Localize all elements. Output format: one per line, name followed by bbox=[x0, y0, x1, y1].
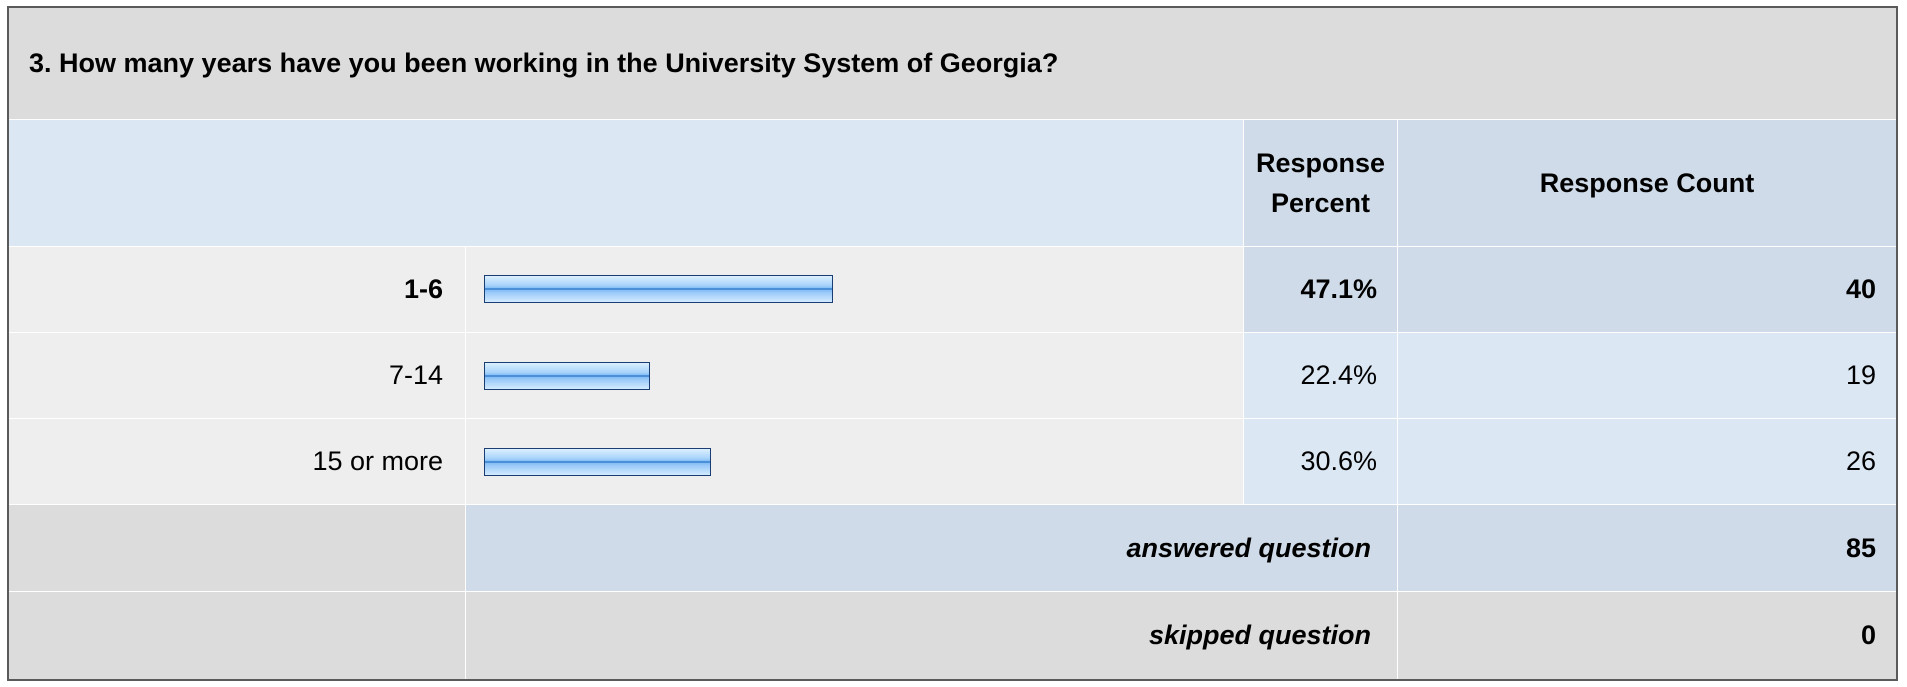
bar-cell bbox=[466, 246, 1244, 333]
skipped-blank bbox=[9, 591, 466, 679]
answered-blank bbox=[9, 505, 466, 592]
skipped-question-label: skipped question bbox=[466, 591, 1398, 679]
response-percent: 22.4% bbox=[1244, 333, 1398, 420]
bar-cell bbox=[466, 333, 1244, 420]
response-count: 26 bbox=[1398, 419, 1896, 506]
answer-label: 1-6 bbox=[9, 246, 466, 333]
response-percent-header: Response Percent bbox=[1244, 119, 1398, 247]
answer-label: 15 or more bbox=[9, 419, 466, 506]
survey-results-table: 3. How many years have you been working … bbox=[9, 8, 1896, 679]
answered-question-value: 85 bbox=[1398, 505, 1896, 592]
response-percent: 47.1% bbox=[1244, 246, 1398, 333]
header-blank bbox=[9, 119, 1244, 247]
skipped-question-value: 0 bbox=[1398, 591, 1896, 679]
response-bar bbox=[484, 361, 650, 390]
response-count: 19 bbox=[1398, 333, 1896, 420]
answer-rows: 1-6 47.1% 40 7-14 22.4% 19 15 or more 30.6% 26 bbox=[9, 246, 1896, 506]
survey-question-frame: 3. How many years have you been working … bbox=[7, 6, 1898, 681]
table-row: 15 or more 30.6% 26 bbox=[9, 419, 1896, 506]
answered-question-label: answered question bbox=[466, 505, 1398, 592]
response-percent: 30.6% bbox=[1244, 419, 1398, 506]
response-bar bbox=[484, 275, 833, 304]
table-row: 7-14 22.4% 19 bbox=[9, 333, 1896, 420]
question-title: 3. How many years have you been working … bbox=[9, 8, 1896, 120]
response-bar bbox=[484, 447, 711, 476]
answer-label: 7-14 bbox=[9, 333, 466, 420]
table-row: 1-6 47.1% 40 bbox=[9, 246, 1896, 333]
bar-cell bbox=[466, 419, 1244, 506]
response-count-header: Response Count bbox=[1398, 119, 1896, 247]
response-count: 40 bbox=[1398, 246, 1896, 333]
